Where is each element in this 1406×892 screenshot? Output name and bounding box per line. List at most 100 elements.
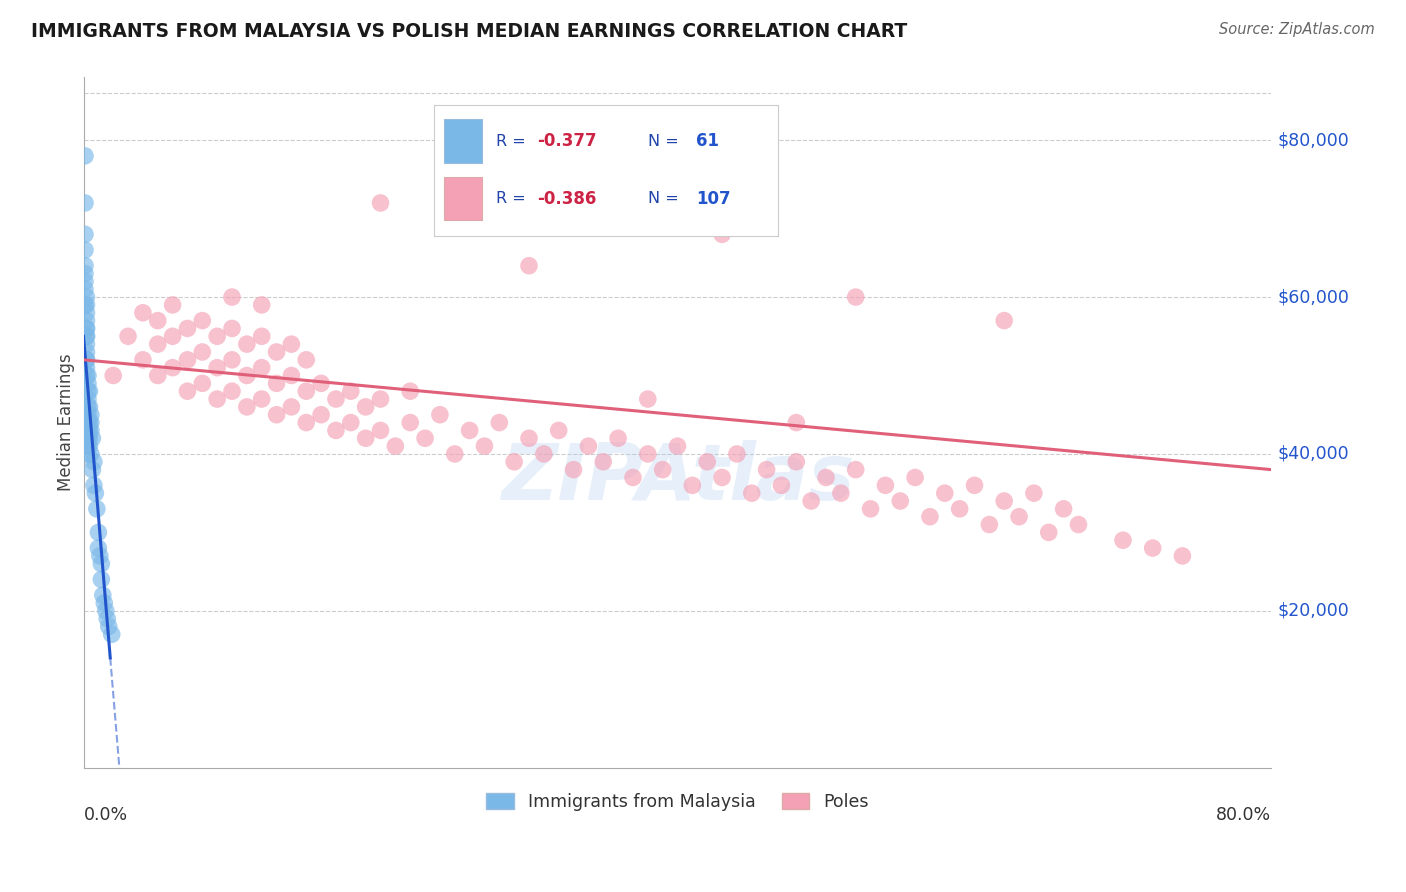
Point <box>904 470 927 484</box>
Point <box>76 360 98 375</box>
Point <box>73 267 96 281</box>
Y-axis label: Median Earnings: Median Earnings <box>58 354 75 491</box>
Point <box>77 416 100 430</box>
Point <box>517 259 540 273</box>
Point <box>785 416 807 430</box>
Point <box>725 447 748 461</box>
Point <box>681 478 703 492</box>
Point <box>80 447 103 461</box>
Point <box>399 416 422 430</box>
Point <box>77 400 100 414</box>
Point <box>73 282 96 296</box>
Point <box>146 313 169 327</box>
Point <box>205 360 228 375</box>
Point <box>666 439 689 453</box>
Point <box>80 424 103 438</box>
Legend: Immigrants from Malaysia, Poles: Immigrants from Malaysia, Poles <box>479 786 876 818</box>
Point <box>87 525 110 540</box>
Text: 80.0%: 80.0% <box>1216 805 1271 823</box>
Point <box>651 462 673 476</box>
Point <box>97 619 120 633</box>
Text: $40,000: $40,000 <box>1278 445 1350 463</box>
Point <box>73 298 96 312</box>
Text: ZIPAtlas: ZIPAtlas <box>501 440 855 516</box>
Point <box>76 306 98 320</box>
Point <box>162 298 184 312</box>
Point <box>443 447 465 461</box>
Point <box>76 345 98 359</box>
Text: $80,000: $80,000 <box>1278 131 1350 149</box>
Point <box>266 408 288 422</box>
Point <box>250 392 273 406</box>
Point <box>83 455 105 469</box>
Point <box>1112 533 1135 548</box>
Point <box>162 360 184 375</box>
Point <box>84 486 107 500</box>
Point <box>93 596 115 610</box>
Point <box>117 329 139 343</box>
Point <box>76 298 98 312</box>
Point <box>458 424 481 438</box>
Point <box>100 627 122 641</box>
Point <box>77 376 100 391</box>
Point <box>103 368 125 383</box>
Text: Source: ZipAtlas.com: Source: ZipAtlas.com <box>1219 22 1375 37</box>
Text: $20,000: $20,000 <box>1278 602 1350 620</box>
Point <box>295 416 318 430</box>
Point <box>236 368 259 383</box>
Point <box>637 392 659 406</box>
Point <box>889 494 911 508</box>
Point <box>1008 509 1031 524</box>
Point <box>800 494 823 508</box>
Point <box>280 368 302 383</box>
Point <box>76 329 98 343</box>
Point <box>132 306 155 320</box>
Point <box>1171 549 1194 563</box>
Point <box>83 478 105 492</box>
Point <box>755 462 778 476</box>
Point <box>236 337 259 351</box>
Point <box>1067 517 1090 532</box>
Point <box>91 588 114 602</box>
Point <box>859 501 882 516</box>
Point <box>384 439 406 453</box>
Point <box>90 573 112 587</box>
Point <box>949 501 972 516</box>
Point <box>845 462 868 476</box>
Point <box>76 329 98 343</box>
Point <box>191 345 214 359</box>
Point <box>413 431 436 445</box>
Text: 0.0%: 0.0% <box>83 805 128 823</box>
Point <box>770 478 793 492</box>
Point <box>73 227 96 242</box>
Point <box>79 424 101 438</box>
Point <box>963 478 986 492</box>
Point <box>162 329 184 343</box>
Point <box>340 384 363 399</box>
Point <box>73 196 96 211</box>
Point <box>1142 541 1164 555</box>
Point <box>1022 486 1045 500</box>
Point <box>221 352 243 367</box>
Point <box>266 345 288 359</box>
Point <box>370 424 392 438</box>
Point <box>77 431 100 445</box>
Point <box>918 509 941 524</box>
Point <box>280 400 302 414</box>
Point <box>533 447 555 461</box>
Point <box>266 376 288 391</box>
Point <box>176 352 198 367</box>
Point <box>221 321 243 335</box>
Point <box>76 337 98 351</box>
Point <box>607 431 630 445</box>
Point <box>295 352 318 367</box>
Point <box>73 259 96 273</box>
Point <box>993 313 1015 327</box>
Point <box>488 416 510 430</box>
Point <box>73 149 96 163</box>
Point <box>250 360 273 375</box>
Point <box>146 368 169 383</box>
Point <box>621 470 644 484</box>
Point <box>875 478 897 492</box>
Point <box>354 400 377 414</box>
